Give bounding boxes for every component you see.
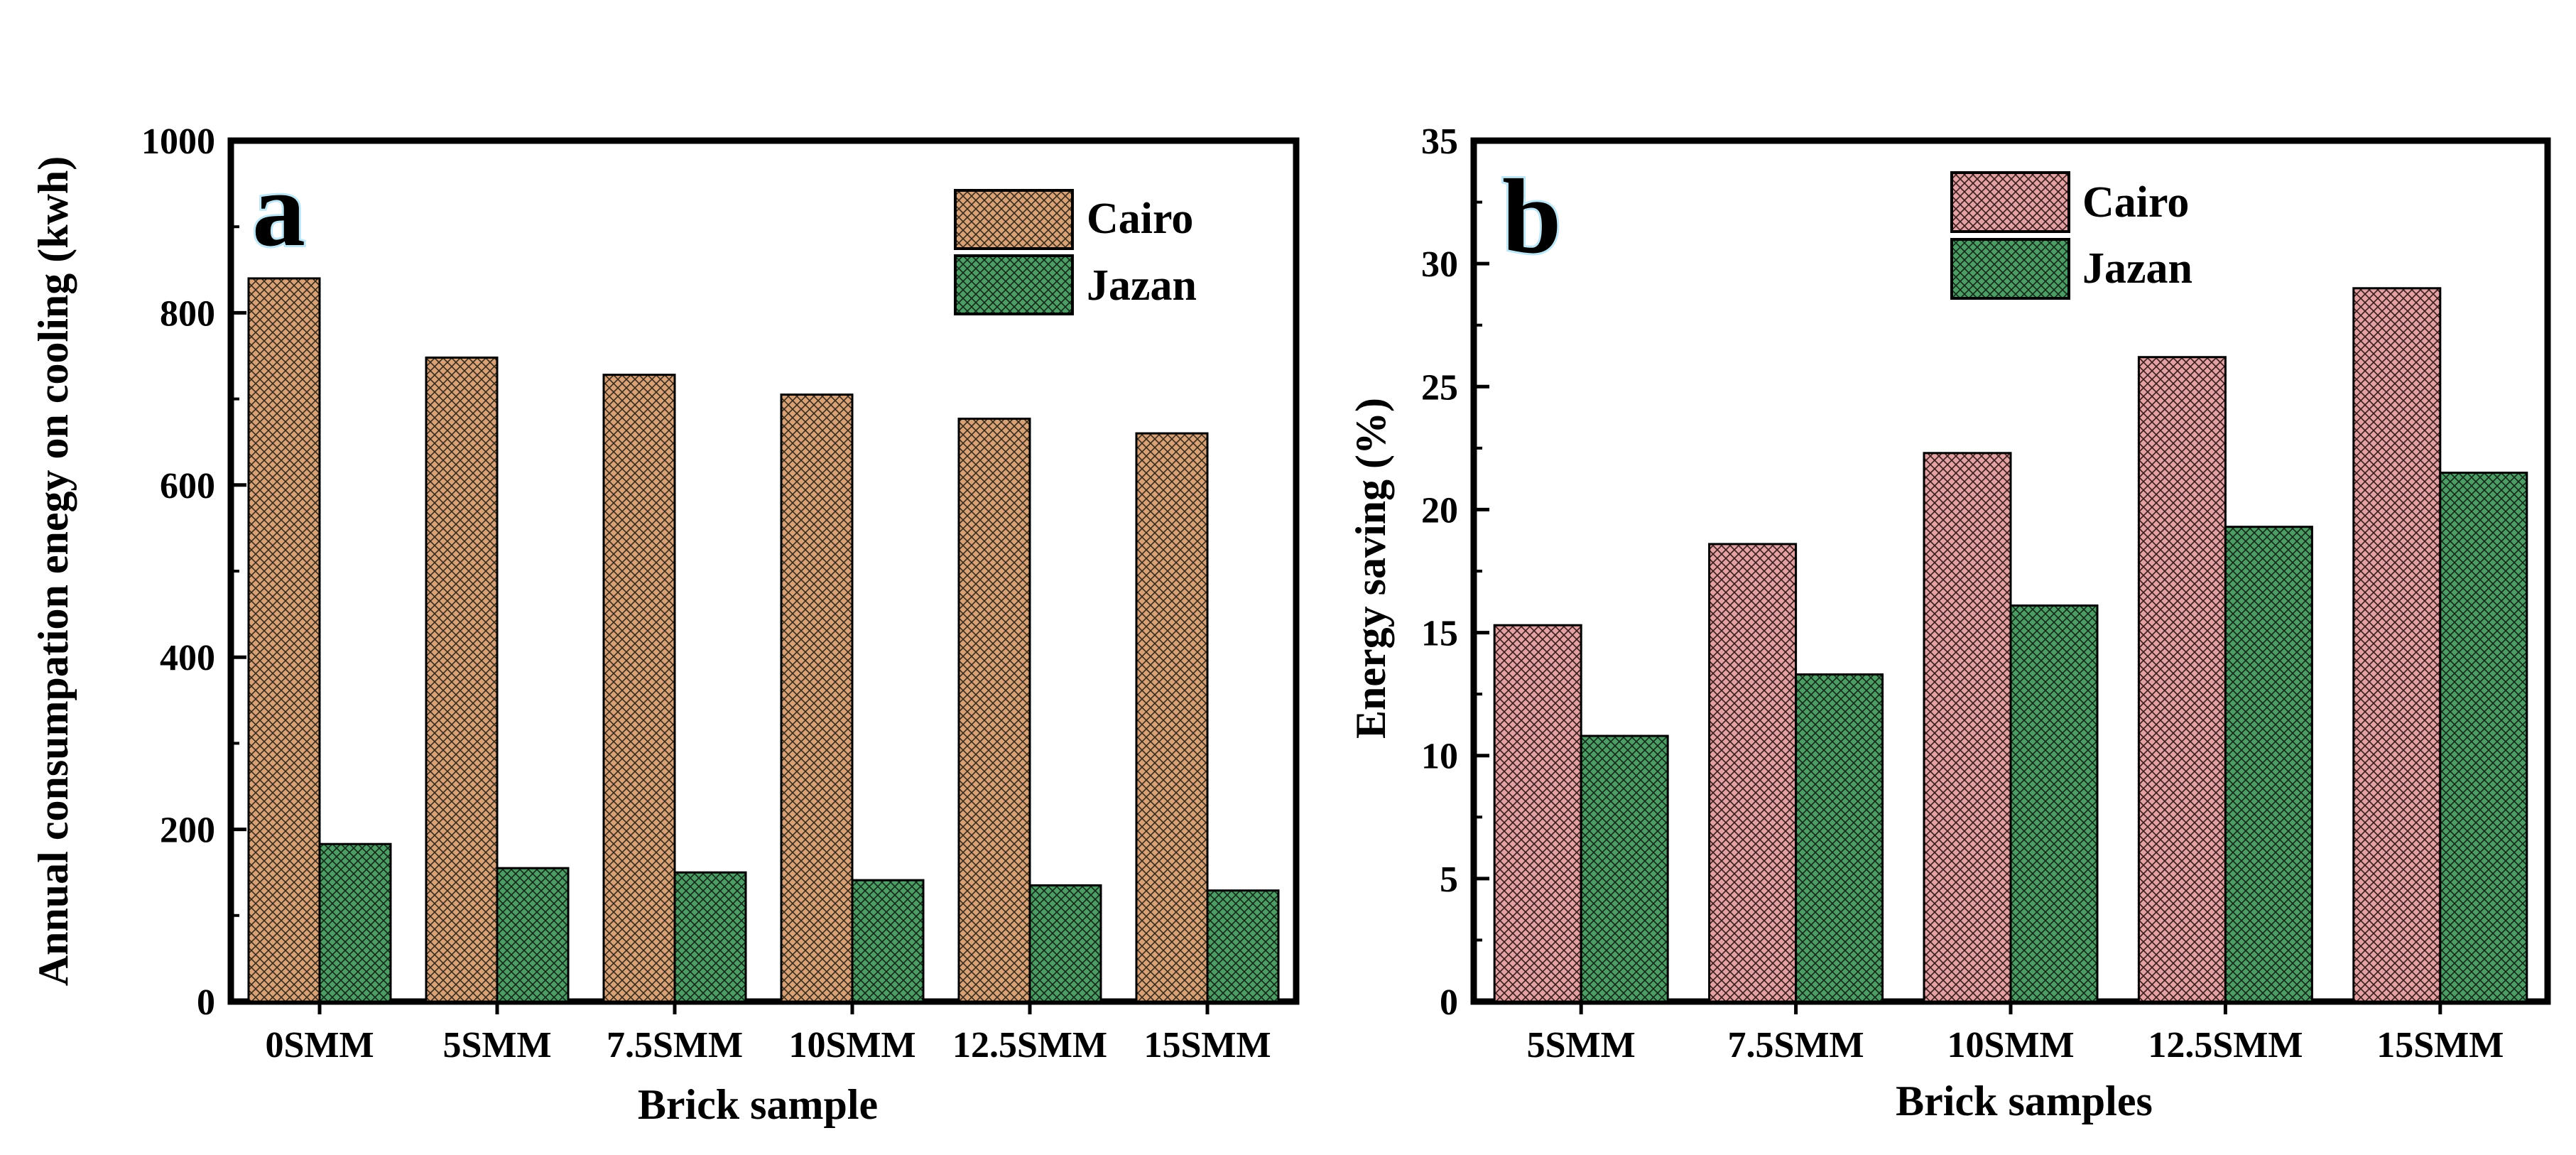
panel-b-x-ticks: 5SMM 7.5SMM 10SMM 12.5SMM 15SMM xyxy=(1527,1002,2504,1065)
panel-a-x-ticks: 0SMM 5SMM 7.5SMM 10SMM 12.5SMM 15SMM xyxy=(265,1002,1271,1065)
x-tick-label: 12.5SMM xyxy=(952,1025,1107,1065)
panel-b-legend: Cairo Jazan xyxy=(1950,171,2192,300)
y-tick-label: 15 xyxy=(1421,614,1458,654)
bar-cairo-15smm xyxy=(2352,287,2442,1003)
panel-a-x-axis-title: Brick sample xyxy=(638,1081,878,1128)
bar-cairo-0smm xyxy=(247,277,321,1003)
panel-a-letter: a xyxy=(252,151,305,269)
panel-b-legend-jazan-swatch xyxy=(1950,238,2070,300)
panel-b: 0 5 10 15 20 25 30 35 5SMM 7.5SMM 10SMM 12.5SMM 15S… xyxy=(1347,121,2551,1124)
bar-jazan-12.5smm xyxy=(2224,526,2313,1003)
y-tick-label: 25 xyxy=(1421,367,1458,408)
panel-a-legend-jazan-swatch xyxy=(954,254,1074,315)
y-tick-label: 0 xyxy=(197,982,215,1023)
y-tick-label: 10 xyxy=(1421,737,1458,777)
bar-jazan-0smm xyxy=(318,842,392,1003)
panel-a-legend-cairo-swatch xyxy=(954,189,1074,250)
bar-jazan-10smm xyxy=(851,879,925,1003)
panel-a: 0 200 400 600 800 1000 0SMM 5SMM 7.5SMM 10SMM 12.… xyxy=(30,121,1300,1128)
bar-cairo-15smm xyxy=(1135,432,1209,1003)
y-tick-label: 800 xyxy=(160,293,215,334)
panel-b-legend-cairo-label: Cairo xyxy=(2082,178,2189,227)
bar-cairo-12.5smm xyxy=(2137,356,2227,1003)
y-tick-label: 400 xyxy=(160,638,215,678)
bar-jazan-12.5smm xyxy=(1028,884,1102,1003)
bar-jazan-7.5smm xyxy=(673,871,747,1003)
bar-cairo-7.5smm xyxy=(1708,543,1798,1003)
panel-b-x-axis-title: Brick samples xyxy=(1896,1078,2153,1124)
panel-a-legend-jazan-label: Jazan xyxy=(1087,261,1197,310)
y-tick-label: 600 xyxy=(160,466,215,506)
y-tick-label: 30 xyxy=(1421,244,1458,285)
bar-jazan-5smm xyxy=(1580,734,1669,1003)
x-tick-label: 15SMM xyxy=(1143,1025,1271,1065)
y-tick-label: 35 xyxy=(1421,121,1458,162)
bar-cairo-10smm xyxy=(780,394,854,1003)
bar-cairo-12.5smm xyxy=(957,417,1031,1003)
x-tick-label: 12.5SMM xyxy=(2148,1025,2303,1065)
bar-jazan-15smm xyxy=(2439,471,2528,1003)
bar-cairo-10smm xyxy=(1923,452,2012,1003)
panel-b-bars xyxy=(1493,287,2528,1003)
panel-a-bars xyxy=(247,277,1280,1003)
bar-jazan-5smm xyxy=(496,867,570,1003)
panel-a-y-axis-title: Annual consumpation enegy on cooling (kw… xyxy=(30,156,77,987)
y-tick-label: 5 xyxy=(1440,860,1458,900)
x-tick-label: 7.5SMM xyxy=(607,1025,743,1065)
y-tick-label: 200 xyxy=(160,810,215,851)
panel-a-y-ticks: 0 200 400 600 800 1000 xyxy=(141,121,246,1023)
panel-b-y-ticks: 0 5 10 15 20 25 30 35 xyxy=(1421,121,1489,1023)
y-tick-label: 0 xyxy=(1440,982,1458,1023)
y-tick-label: 20 xyxy=(1421,490,1458,531)
x-tick-label: 15SMM xyxy=(2376,1025,2504,1065)
bar-jazan-10smm xyxy=(2009,604,2099,1003)
bar-cairo-5smm xyxy=(1493,624,1582,1003)
x-tick-label: 5SMM xyxy=(1527,1025,1636,1065)
bar-cairo-5smm xyxy=(425,356,499,1003)
x-tick-label: 5SMM xyxy=(442,1025,551,1065)
panel-b-legend-cairo-swatch xyxy=(1950,171,2070,233)
panel-b-letter: b xyxy=(1502,158,1561,276)
panel-a-legend-cairo-label: Cairo xyxy=(1087,195,1193,243)
bar-cairo-7.5smm xyxy=(602,374,676,1003)
x-tick-label: 10SMM xyxy=(1947,1025,2074,1065)
bar-jazan-7.5smm xyxy=(1795,673,1884,1003)
panel-b-legend-jazan-label: Jazan xyxy=(2082,244,2192,293)
panel-b-y-axis-title: Energy saving (%) xyxy=(1347,398,1394,739)
bar-jazan-15smm xyxy=(1206,889,1280,1003)
y-tick-label: 1000 xyxy=(141,121,215,162)
x-tick-label: 0SMM xyxy=(265,1025,374,1065)
x-tick-label: 10SMM xyxy=(788,1025,915,1065)
panel-a-legend: Cairo Jazan xyxy=(954,189,1197,315)
x-tick-label: 7.5SMM xyxy=(1728,1025,1864,1065)
